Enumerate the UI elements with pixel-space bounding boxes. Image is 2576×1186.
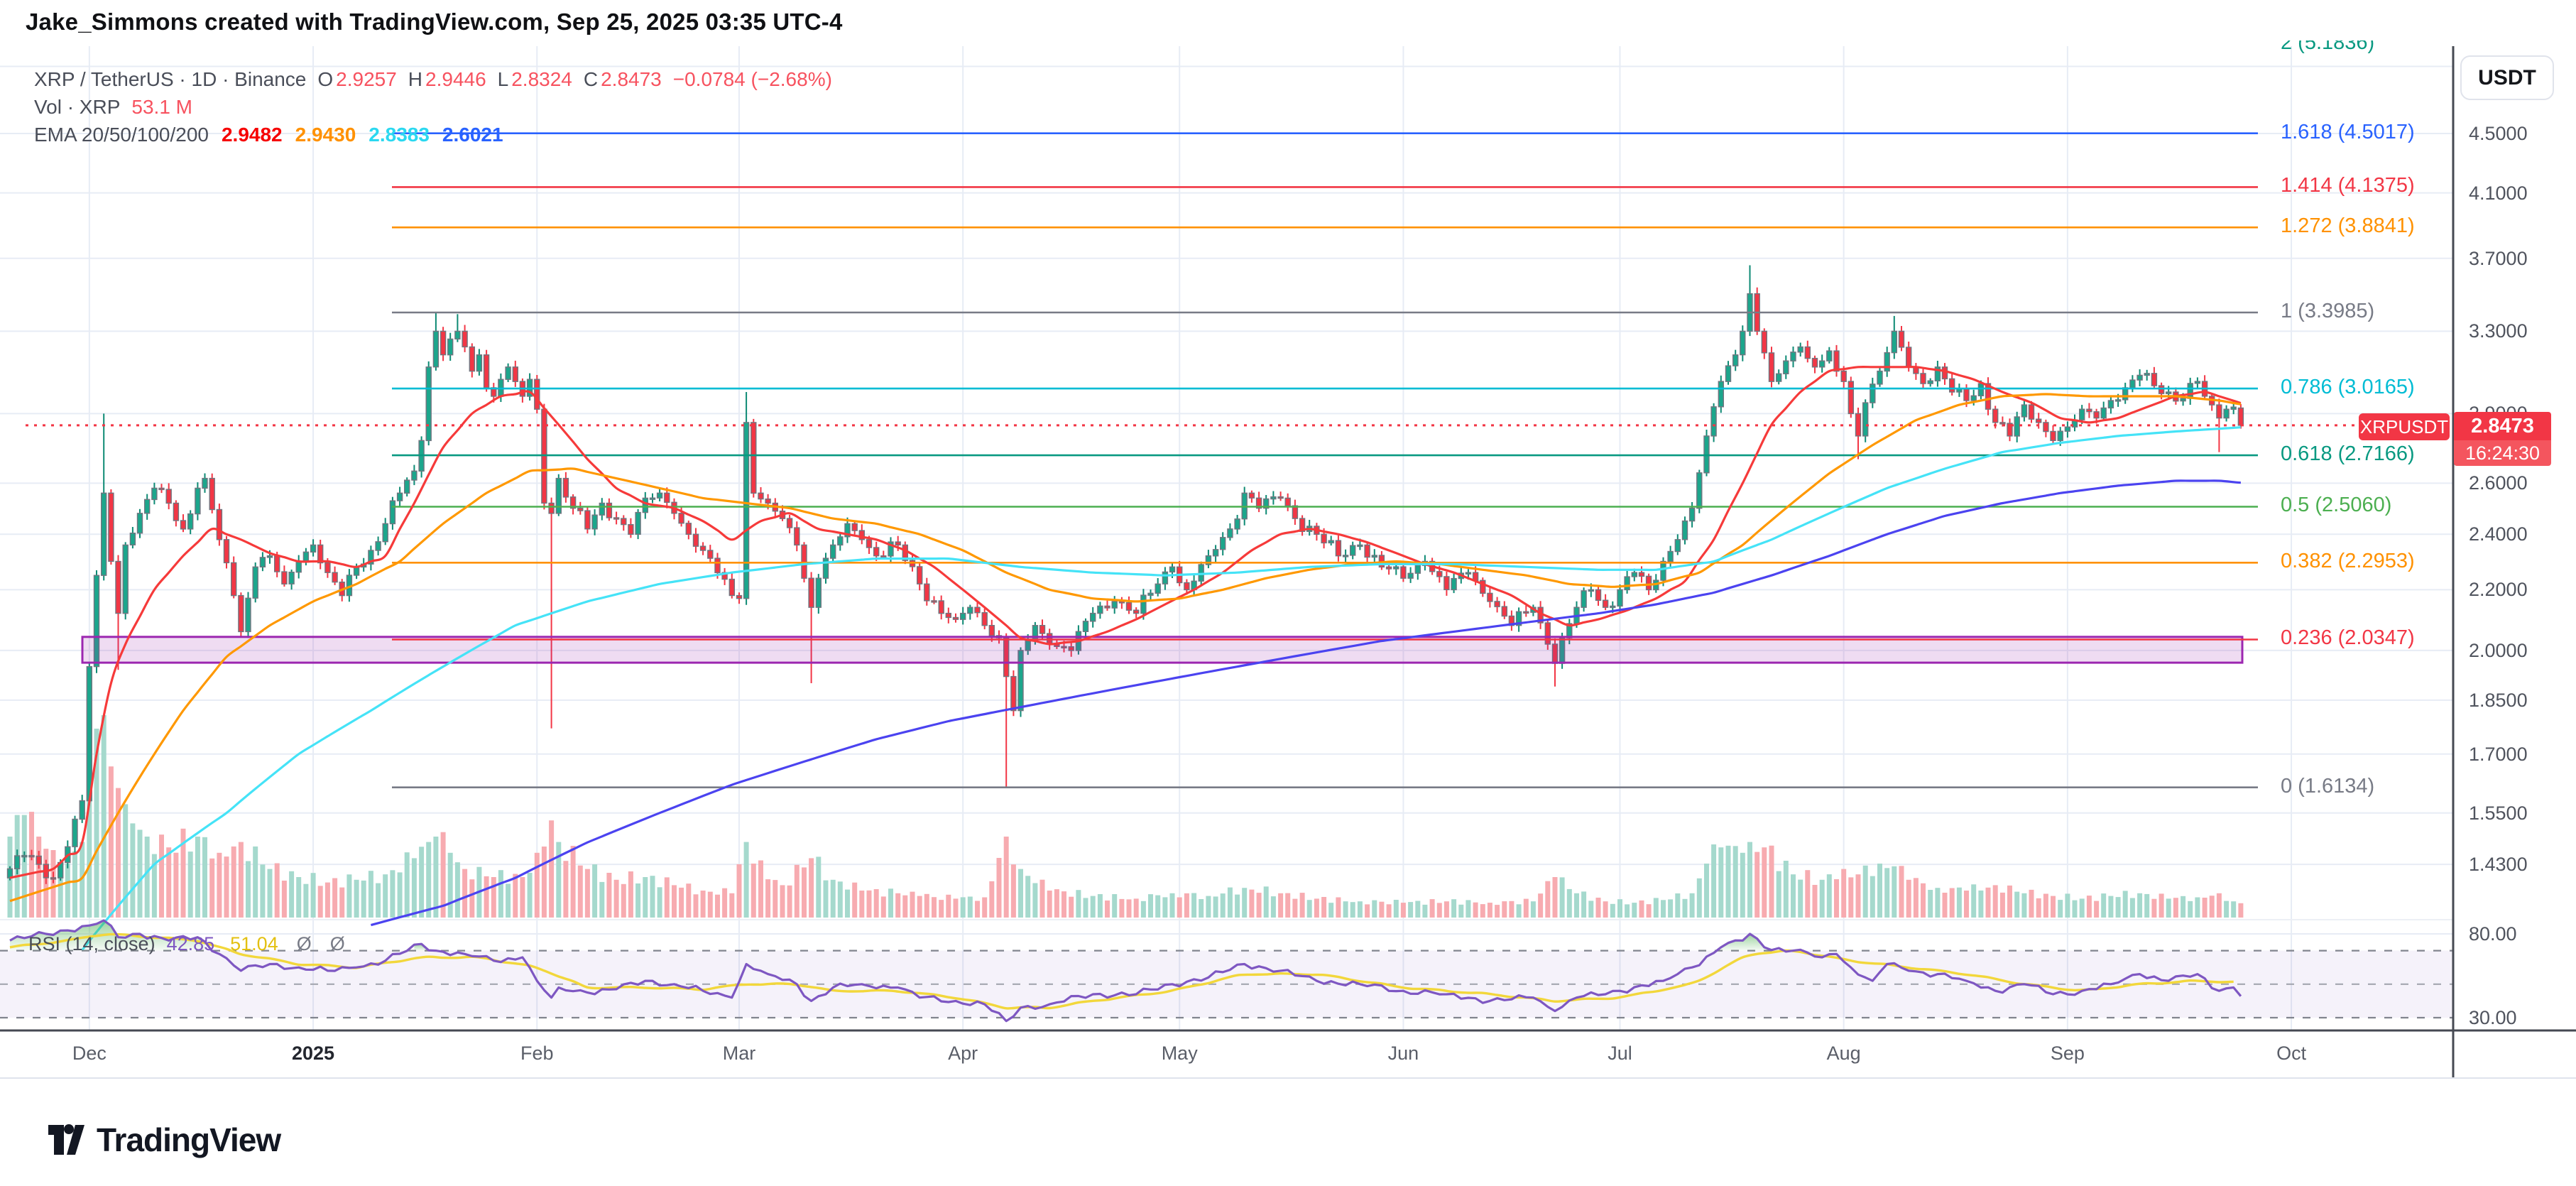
rsi-empty-values: ØØ bbox=[296, 933, 364, 954]
ema-values: 2.9482 2.9430 2.8383 2.6021 bbox=[209, 124, 503, 146]
price-tick-label: 2.0000 bbox=[2469, 639, 2528, 661]
bar-countdown: 16:24:30 bbox=[2454, 440, 2551, 466]
fib-level-label: 1.272 (3.8841) bbox=[2281, 214, 2415, 238]
legend-ema-row: EMA 20/50/100/200 2.9482 2.9430 2.8383 2.60… bbox=[34, 124, 503, 146]
rsi-ma-value: 51.04 bbox=[230, 933, 278, 954]
time-axis-label: Dec bbox=[72, 1043, 107, 1064]
price-tick-label: 4.5000 bbox=[2469, 123, 2528, 145]
fib-level-label: 0.786 (3.0165) bbox=[2281, 376, 2415, 399]
fib-level-label: 0.236 (2.0347) bbox=[2281, 626, 2415, 650]
fib-level-label: 0.382 (2.2953) bbox=[2281, 550, 2415, 573]
time-axis-label: Apr bbox=[948, 1043, 978, 1064]
currency-toggle-button[interactable]: USDT bbox=[2460, 55, 2554, 100]
rsi-tick-label: 30.00 bbox=[2469, 1007, 2517, 1028]
rsi-title: RSI (14, close) bbox=[28, 933, 155, 954]
rsi-legend-row: RSI (14, close) 42.85 51.04 ØØ bbox=[28, 933, 364, 955]
price-tick-label: 2.2000 bbox=[2469, 579, 2528, 601]
ohlc-value: 2.8324 bbox=[511, 68, 572, 90]
price-tick-label: 3.3000 bbox=[2469, 320, 2528, 342]
ohlc-value: −0.0784 (−2.68%) bbox=[672, 68, 832, 90]
fib-level-label: 0.5 (2.5060) bbox=[2281, 494, 2392, 517]
fib-level-label: 0 (1.6134) bbox=[2281, 774, 2375, 798]
rsi-value: 42.85 bbox=[166, 933, 215, 954]
fib-level-label: 1 (3.3985) bbox=[2281, 300, 2375, 323]
time-axis-label: Jun bbox=[1387, 1043, 1419, 1064]
symbol-price-tag: XRPUSDT bbox=[2359, 413, 2450, 440]
volume-label: Vol · XRP bbox=[34, 96, 121, 118]
time-axis-label: Mar bbox=[722, 1043, 756, 1064]
fib-level-label: 1.618 (4.5017) bbox=[2281, 120, 2415, 143]
rsi-tick-label: 80.00 bbox=[2469, 923, 2517, 945]
ohlc-value: 2.9446 bbox=[425, 68, 486, 90]
tradingview-logomark-icon bbox=[48, 1124, 84, 1155]
ohlc-key: H bbox=[408, 68, 423, 90]
price-tick-label: 3.7000 bbox=[2469, 247, 2528, 269]
ema-value: 2.8383 bbox=[369, 124, 430, 146]
ema-label: EMA 20/50/100/200 bbox=[34, 124, 209, 146]
price-tick-label: 1.5500 bbox=[2469, 802, 2528, 824]
ohlc-value: 2.8473 bbox=[601, 68, 662, 90]
legend-symbol-row: XRP / TetherUS · 1D · Binance O 2.9257 H 2.9… bbox=[34, 68, 832, 91]
time-axis-label: Feb bbox=[520, 1043, 554, 1064]
ema-value: 2.9430 bbox=[295, 124, 356, 146]
ema-value: 2.6021 bbox=[442, 124, 503, 146]
last-price-axis-label: 2.8473 16:24:30 bbox=[2454, 412, 2551, 466]
volume-value: 53.1 M bbox=[131, 96, 192, 118]
price-tick-label: 2.6000 bbox=[2469, 472, 2528, 494]
time-axis-label: Sep bbox=[2050, 1043, 2085, 1064]
time-axis-label: Aug bbox=[1826, 1043, 1861, 1064]
ohlc-key: L bbox=[497, 68, 509, 90]
ohlc-key: O bbox=[317, 68, 334, 90]
price-tick-label: 4.1000 bbox=[2469, 182, 2528, 204]
ohlc-value: 2.9257 bbox=[336, 68, 397, 90]
tradingview-logo-text: TradingView bbox=[97, 1121, 281, 1158]
last-price-value: 2.8473 bbox=[2454, 412, 2551, 440]
watermark-attribution: Jake_Simmons created with TradingView.co… bbox=[26, 9, 843, 35]
legend-volume-row: Vol · XRP 53.1 M bbox=[34, 96, 192, 119]
time-axis-label: Oct bbox=[2276, 1043, 2307, 1064]
ohlc-key: C bbox=[583, 68, 599, 90]
price-tick-label: 1.4300 bbox=[2469, 854, 2528, 876]
price-tick-label: 1.8500 bbox=[2469, 689, 2528, 711]
symbol-title: XRP / TetherUS · 1D · Binance bbox=[34, 68, 307, 90]
time-axis-label: May bbox=[1161, 1043, 1198, 1064]
tradingview-logo[interactable]: TradingView bbox=[45, 1119, 281, 1160]
fib-label-2-clipped: 2 (5.1836) bbox=[2281, 40, 2375, 54]
time-axis-label: 2025 bbox=[292, 1043, 335, 1064]
price-tick-label: 1.7000 bbox=[2469, 743, 2528, 765]
price-tick-label: 2.4000 bbox=[2469, 523, 2528, 545]
time-axis-label: Jul bbox=[1608, 1043, 1632, 1064]
fib-level-label: 0.618 (2.7166) bbox=[2281, 442, 2415, 466]
fib-level-label: 1.414 (4.1375) bbox=[2281, 174, 2415, 197]
ema-value: 2.9482 bbox=[221, 124, 283, 146]
